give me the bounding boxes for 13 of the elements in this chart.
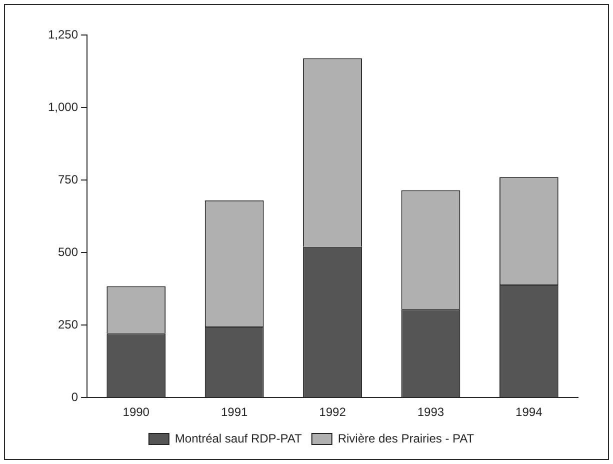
x-tick-label: 1991 bbox=[220, 405, 248, 420]
y-tick-label: 250 bbox=[58, 317, 78, 332]
y-tick-label: 750 bbox=[58, 172, 78, 186]
legend-label: Rivière des Prairies - PAT bbox=[338, 431, 475, 446]
y-tick-label: 1,250 bbox=[48, 27, 78, 42]
y-tick-label: 1,000 bbox=[48, 100, 78, 114]
y-tick-label: 0 bbox=[71, 390, 78, 404]
x-tick-label: 1992 bbox=[319, 405, 346, 420]
x-tick-label: 1990 bbox=[122, 405, 150, 420]
x-tick-label: 1994 bbox=[516, 405, 543, 420]
legend-label: Montréal sauf RDP-PAT bbox=[174, 431, 303, 446]
y-tick-label: 500 bbox=[58, 244, 78, 259]
x-tick-label: 1993 bbox=[417, 405, 444, 420]
